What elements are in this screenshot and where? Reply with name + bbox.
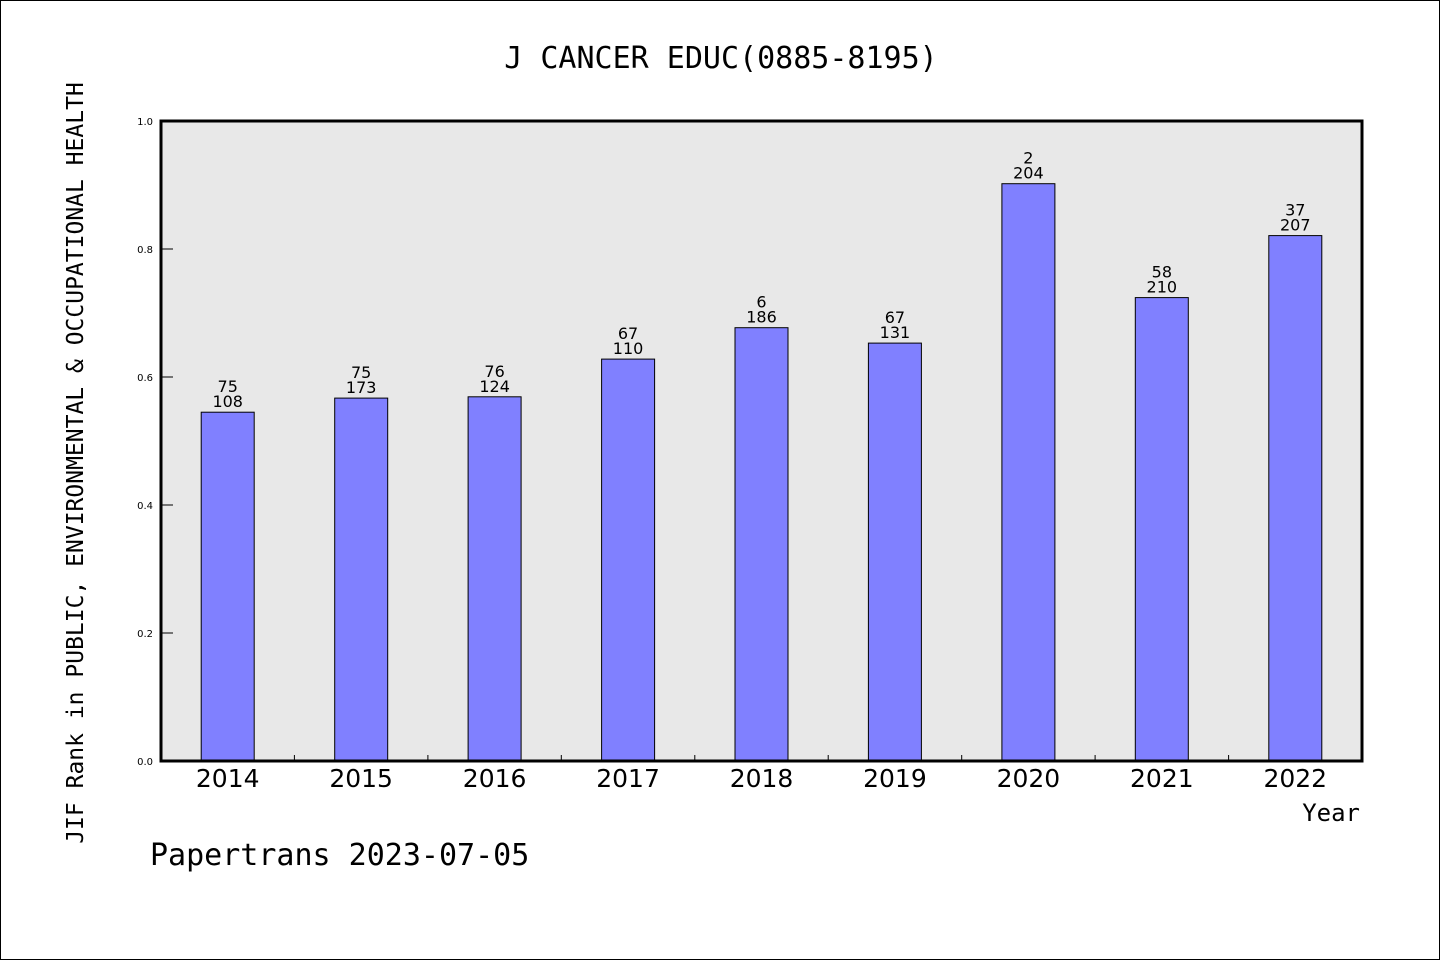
x-tick-label-2014: 2014 xyxy=(196,764,260,793)
y-tick-label-1.0: 1.0 xyxy=(137,117,153,128)
bar-label-total-2019: 131 xyxy=(880,323,911,342)
x-tick-label-2018: 2018 xyxy=(730,764,794,793)
x-tick-label-2015: 2015 xyxy=(329,764,393,793)
plot-frame xyxy=(159,119,1364,763)
chart-title: J CANCER EDUC(0885-8195) xyxy=(504,41,937,76)
x-axis-label: Year xyxy=(1302,799,1360,827)
y-tick-label-0.6: 0.6 xyxy=(137,373,153,384)
y-tick-label-0.0: 0.0 xyxy=(137,757,153,768)
y-tick-label-0.2: 0.2 xyxy=(137,629,153,640)
bar-2018 xyxy=(734,327,789,762)
x-axis-ticks: 2014 2015 2016 2017 2018 2019 2020 2021 2022 xyxy=(196,755,1327,793)
bar-label-total-2017: 110 xyxy=(613,339,644,358)
bar-2014 xyxy=(200,411,255,762)
bar-2021 xyxy=(1134,297,1189,762)
bar-2016 xyxy=(467,396,522,762)
bar-label-rank-2014: 75 xyxy=(218,377,238,396)
y-tick-label-0.8: 0.8 xyxy=(137,245,153,256)
bar-label-total-2020: 204 xyxy=(1013,164,1044,183)
bar-label-rank-2019: 67 xyxy=(885,308,905,327)
bar-label-total-2021: 210 xyxy=(1147,278,1178,297)
x-tick-label-2017: 2017 xyxy=(596,764,660,793)
y-tick-label-0.4: 0.4 xyxy=(137,501,153,512)
x-tick-label-2016: 2016 xyxy=(463,764,527,793)
bar-label-total-2014: 108 xyxy=(212,392,243,411)
footer-credit: Papertrans 2023-07-05 xyxy=(150,838,529,873)
bar-label-total-2022: 207 xyxy=(1280,216,1311,235)
bar-2020 xyxy=(1001,183,1056,762)
bars-layer xyxy=(200,183,1323,762)
bar-2015 xyxy=(334,397,389,762)
bar-label-rank-2022: 37 xyxy=(1285,201,1305,220)
bar-label-rank-2018: 6 xyxy=(756,293,766,312)
x-tick-label-2021: 2021 xyxy=(1130,764,1194,793)
bar-2019 xyxy=(867,342,922,762)
bar-2022 xyxy=(1268,235,1323,762)
x-tick-label-2022: 2022 xyxy=(1263,764,1327,793)
x-tick-label-2019: 2019 xyxy=(863,764,927,793)
bar-label-rank-2020: 2 xyxy=(1023,149,1033,168)
bar-label-rank-2017: 67 xyxy=(618,324,638,343)
bar-label-rank-2021: 58 xyxy=(1152,263,1172,282)
bar-label-total-2016: 124 xyxy=(479,377,510,396)
bar-label-rank-2016: 76 xyxy=(484,362,504,381)
bar-label-rank-2015: 75 xyxy=(351,363,371,382)
bar-2017 xyxy=(601,358,656,762)
y-axis-label: JIF Rank in PUBLIC, ENVIRONMENTAL & OCCU… xyxy=(63,82,89,844)
bar-label-total-2015: 173 xyxy=(346,378,377,397)
bar-label-total-2018: 186 xyxy=(746,308,777,327)
x-tick-label-2020: 2020 xyxy=(997,764,1061,793)
